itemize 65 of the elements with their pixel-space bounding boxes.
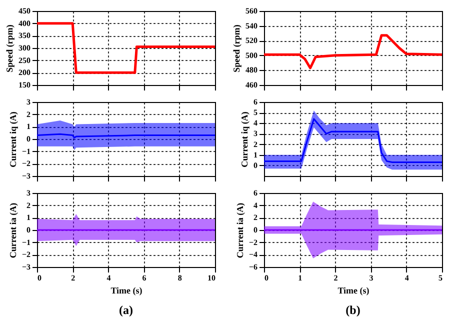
y-tick-label: −2 <box>248 238 258 247</box>
x-tick-label: 2 <box>334 274 338 282</box>
y-tick-label: 4 <box>254 200 258 210</box>
y-tick-label: −3 <box>22 172 30 180</box>
y-tick-label: 1 <box>254 150 258 160</box>
y-axis-title: Current ia (A) <box>8 202 18 258</box>
y-tick-label: −1 <box>22 238 30 247</box>
x-tick-label: 6 <box>142 274 146 282</box>
y-tick-label: 450 <box>18 6 30 16</box>
y-axis-title: Current iq (A) <box>8 112 18 168</box>
y-tick-label: −2 <box>22 250 30 260</box>
y-tick-label: 2 <box>254 213 258 222</box>
line-series <box>263 118 443 164</box>
x-tick-label: 1 <box>298 274 302 282</box>
y-tick-label: 3 <box>26 98 30 106</box>
text: (a) <box>119 303 133 317</box>
y-tick-label: 500 <box>246 50 258 60</box>
x-tick-label: 4 <box>106 274 111 282</box>
y-tick-label: 2 <box>254 140 258 149</box>
y-tick-label: 460 <box>246 80 258 90</box>
y-tick-label: 1 <box>26 122 30 132</box>
y-tick-label: 200 <box>18 68 30 78</box>
y-tick-label: 3 <box>254 129 258 138</box>
y-tick-label: 300 <box>18 44 30 52</box>
y-tick-label: 1 <box>26 213 30 222</box>
x-tick-label: 2 <box>71 274 76 282</box>
y-tick-label: 0 <box>26 226 30 234</box>
x-tick-label: 10 <box>208 274 216 282</box>
x-axis-title: Time (s) <box>110 286 142 296</box>
y-tick-label: 250 <box>18 56 30 65</box>
y-tick-label: −4 <box>248 250 258 260</box>
y-tick-label: 0 <box>254 160 258 170</box>
x-tick-label: 0 <box>38 274 42 282</box>
x-tick-label: 3 <box>369 274 374 282</box>
y-tick-label: 560 <box>246 6 258 16</box>
y-tick-label: 480 <box>246 66 258 75</box>
y-axis-title: Current ia (A) <box>234 202 245 258</box>
x-tick-label: 8 <box>178 274 182 282</box>
y-tick-label: 5 <box>254 108 258 118</box>
y-tick-label: 0 <box>26 134 30 144</box>
x-tick-label: 5 <box>438 274 442 282</box>
y-axis-title: Speed (rpm) <box>4 24 14 72</box>
y-tick-label: −1 <box>22 146 30 156</box>
y-axis-title: Current iq (A) <box>240 112 250 168</box>
y-tick-label: 520 <box>246 36 258 46</box>
y-tick-label: 150 <box>18 80 30 90</box>
y-tick-label: 400 <box>18 18 30 28</box>
y-tick-label: 6 <box>254 98 258 106</box>
y-tick-label: 2 <box>26 110 30 119</box>
x-tick-label: 0 <box>264 274 268 282</box>
y-tick-label: −3 <box>22 262 30 272</box>
y-tick-label: 2 <box>26 200 30 210</box>
y-tick-label: 0 <box>254 226 258 234</box>
y-tick-label: −6 <box>248 262 258 272</box>
y-axis-title: Speed (rpm) <box>232 24 242 72</box>
y-tick-label: 6 <box>254 188 258 198</box>
x-tick-label: 4 <box>404 274 409 282</box>
text: (b) <box>346 303 360 317</box>
y-tick-label: −2 <box>22 159 30 168</box>
x-axis-title: Time (s) <box>338 286 370 296</box>
line-series <box>262 34 444 70</box>
y-tick-label: 4 <box>254 118 258 128</box>
y-tick-label: 540 <box>246 21 258 30</box>
y-tick-label: 350 <box>18 31 30 40</box>
y-tick-label: 3 <box>26 188 30 198</box>
